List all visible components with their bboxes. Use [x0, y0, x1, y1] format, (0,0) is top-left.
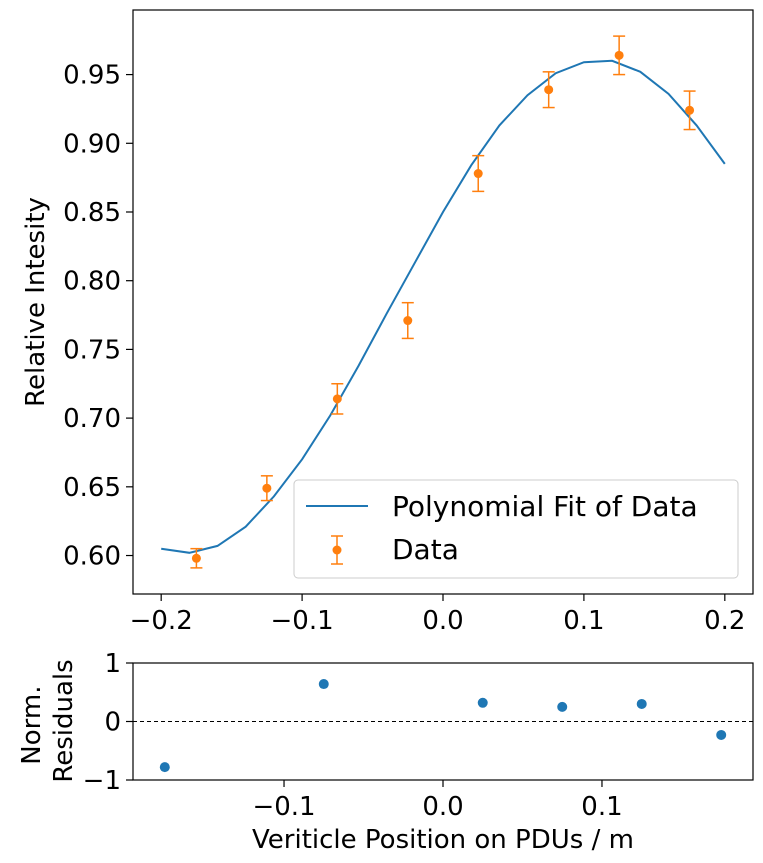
legend-data-swatch — [331, 535, 343, 565]
main-y-tick-label: 0.95 — [63, 61, 121, 91]
main-axis-ticks: −0.2 −0.1 0.0 0.1 0.2 0.60 0.65 0.70 0.75 0.80 0.8… — [63, 61, 745, 636]
residual-y-axis-label-line-1: Norm. — [17, 686, 47, 765]
residual-plot: −0.1 0.0 0.1 −1 0 1 Norm. Residuals Veriticle… — [17, 649, 754, 855]
residual-y-axis-label-line-2: Residuals — [49, 659, 79, 782]
residual-point — [716, 729, 727, 740]
main-y-axis-label: Relative Intesity — [21, 197, 51, 407]
residual-y-tick-label: −1 — [83, 766, 121, 796]
legend-data-label: Data — [392, 533, 459, 566]
main-x-tick-label: −0.2 — [130, 606, 193, 636]
data-marker — [262, 483, 272, 493]
data-point — [472, 154, 485, 193]
data-marker — [614, 50, 624, 60]
residual-point — [318, 679, 329, 690]
main-plot: −0.2 −0.1 0.0 0.1 0.2 0.60 0.65 0.70 0.75 0.80 0.8… — [21, 9, 754, 636]
data-marker — [403, 316, 413, 326]
main-y-tick-label: 0.85 — [63, 198, 121, 228]
data-point — [683, 90, 696, 131]
data-point — [260, 475, 273, 502]
data-marker — [685, 105, 695, 115]
residual-point — [636, 698, 647, 709]
main-y-tick-label: 0.80 — [63, 267, 121, 297]
residual-point — [159, 762, 170, 773]
data-marker — [544, 85, 554, 95]
residual-point — [477, 697, 488, 708]
data-marker — [332, 394, 342, 404]
residual-y-tick-label: 1 — [104, 649, 121, 679]
residual-point — [557, 701, 568, 712]
residual-x-tick-label: 0.1 — [581, 792, 622, 822]
legend-fit-label: Polynomial Fit of Data — [392, 490, 698, 523]
main-x-tick-label: 0.0 — [422, 606, 463, 636]
residual-x-tick-label: −0.1 — [252, 792, 315, 822]
main-plot-marks — [161, 35, 726, 569]
data-marker — [473, 169, 483, 179]
residual-y-tick-label: 0 — [104, 708, 121, 738]
fit-line — [161, 59, 726, 554]
data-marker — [191, 553, 201, 563]
data-point — [190, 547, 203, 569]
legend-box — [293, 479, 739, 579]
main-x-tick-label: −0.1 — [271, 606, 334, 636]
legend: Polynomial Fit of Data Data — [293, 479, 739, 579]
residual-axis-ticks: −0.1 0.0 0.1 −1 0 1 — [83, 649, 623, 822]
data-point — [331, 383, 344, 415]
x-axis-label: Veriticle Position on PDUs / m — [252, 825, 634, 855]
main-x-tick-label: 0.2 — [704, 606, 745, 636]
data-point — [401, 301, 414, 340]
residual-plot-marks — [133, 679, 753, 773]
main-y-tick-label: 0.65 — [63, 473, 121, 503]
residual-x-tick-label: 0.0 — [422, 792, 463, 822]
main-y-tick-label: 0.70 — [63, 404, 121, 434]
main-y-tick-label: 0.90 — [63, 129, 121, 159]
data-point — [613, 35, 626, 76]
main-y-tick-label: 0.60 — [63, 542, 121, 572]
data-point — [542, 71, 555, 109]
main-x-tick-label: 0.1 — [563, 606, 604, 636]
main-y-tick-label: 0.75 — [63, 335, 121, 365]
residual-y-axis-label: Norm. Residuals — [17, 659, 79, 782]
